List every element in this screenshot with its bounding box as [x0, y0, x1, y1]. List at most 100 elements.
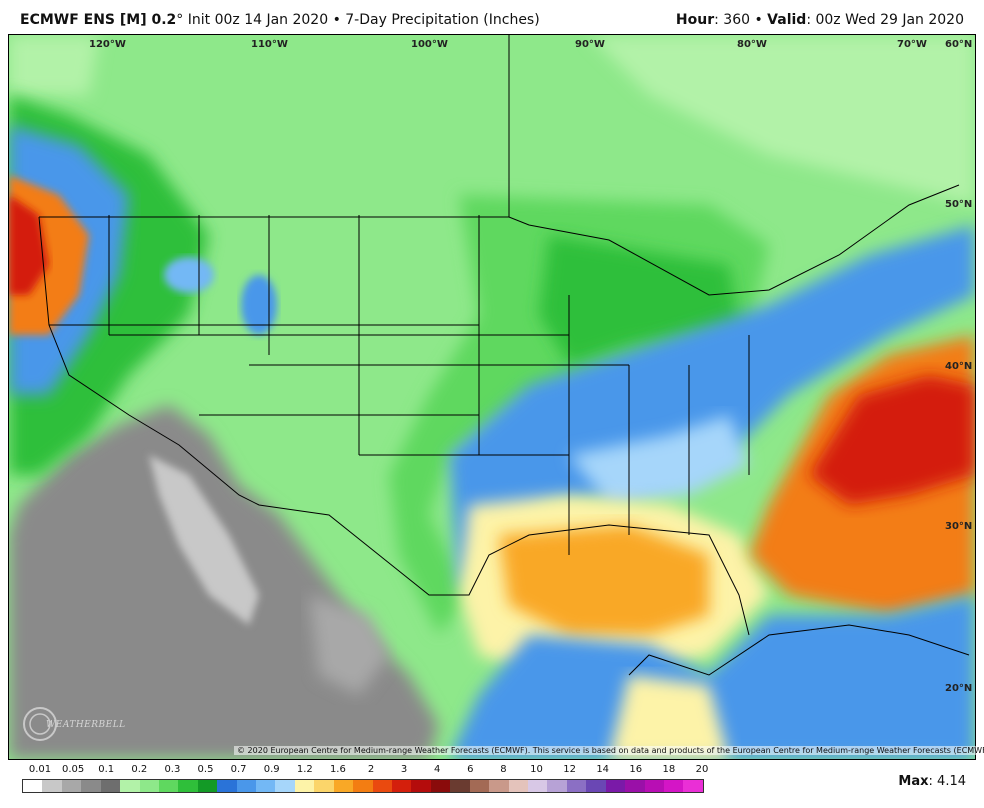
legend-tick-label: 3 [400, 764, 408, 775]
legend-swatch [411, 780, 431, 792]
legend-swatch [586, 780, 606, 792]
legend-tick-label: 1.6 [329, 764, 346, 775]
legend-tick-label: 0.7 [230, 764, 247, 775]
red-atlantic-max [809, 375, 975, 505]
max-label: Max [898, 774, 929, 789]
lon-label-80w: 80°W [737, 39, 767, 50]
legend-swatch [430, 780, 451, 792]
legend-swatch [353, 780, 373, 792]
legend-tick-label: 18 [662, 764, 676, 775]
legend-tick-label: 0.05 [61, 764, 85, 775]
legend-swatch [605, 780, 626, 792]
legend-tick-label: 2 [367, 764, 375, 775]
max-number: : 4.14 [928, 774, 966, 789]
legend-swatch [333, 780, 354, 792]
legend-tick-label: 10 [530, 764, 543, 775]
legend-tick-label: 0.5 [197, 764, 214, 775]
political-borders [38, 35, 970, 676]
legend-ticks: 0.01 0.05 0.1 0.2 0.3 0.5 0.7 0.9 1.2 1.6 2 3 4 6 8 10 1… [22, 764, 709, 778]
degree-symbol: ° [176, 12, 184, 28]
legend-tick-label: 20 [695, 764, 709, 775]
legend-tick-label: 0.1 [98, 764, 115, 775]
model-name: ECMWF ENS [M] 0.2 [20, 12, 177, 28]
light-precip-north [9, 35, 975, 205]
legend-swatch [42, 780, 62, 792]
legend-colorbar [22, 779, 704, 793]
legend-tick-label: 6 [467, 764, 474, 775]
legend-tick-label: 4 [434, 764, 441, 775]
lat-label-50n: 50°N [945, 199, 973, 210]
blue-idaho [164, 257, 214, 293]
lat-label-30n: 30°N [945, 521, 973, 532]
logo-text: WEATHERBELL [46, 720, 126, 730]
blue-rockies [241, 275, 277, 335]
legend-tick-label: 0.9 [263, 764, 280, 775]
legend-tick-label: 0.3 [164, 764, 181, 775]
map-header: ECMWF ENS [M] 0.2° Init 00z 14 Jan 2020 … [0, 0, 984, 34]
legend-swatch [527, 780, 548, 792]
yellow-caribbean [609, 675, 729, 759]
legend-swatch [508, 780, 528, 792]
legend-swatch [217, 780, 237, 792]
legend-swatch [256, 780, 276, 792]
legend-swatch [489, 780, 509, 792]
legend-swatch [372, 780, 393, 792]
legend-swatch [197, 780, 218, 792]
lat-label-20n: 20°N [945, 683, 973, 694]
legend-swatch [294, 780, 315, 792]
hour-value: : 360 • [714, 12, 768, 28]
legend-swatch [23, 780, 43, 792]
legend-swatch [469, 780, 490, 792]
legend-swatch [566, 780, 587, 792]
valid-label: Valid [767, 12, 807, 28]
legend-tick-label: 12 [563, 764, 576, 775]
legend-swatch [450, 780, 470, 792]
legend-swatch [61, 780, 82, 792]
blue-band-ohio-valley [449, 225, 975, 595]
legend-tick-label: 0.01 [28, 764, 52, 775]
legend-swatch [178, 780, 198, 792]
init-description: Init 00z 14 Jan 2020 • 7-Day Precipitati… [183, 12, 540, 28]
lon-label-110w: 110°W [251, 39, 288, 50]
map-title: ECMWF ENS [M] 0.2° Init 00z 14 Jan 2020 … [20, 12, 540, 28]
lon-label-120w: 120°W [89, 39, 126, 50]
legend-tick-label: 16 [629, 764, 643, 775]
legend-swatch [314, 780, 334, 792]
map-canvas [9, 35, 975, 759]
legend-swatch [547, 780, 567, 792]
lon-label-100w: 100°W [411, 39, 448, 50]
legend-swatch [392, 780, 412, 792]
legend-swatch [100, 780, 121, 792]
driest-region-baja [149, 455, 259, 625]
copyright-notice: © 2020 European Centre for Medium-range … [234, 746, 984, 755]
lon-label-90w: 90°W [575, 39, 605, 50]
orange-gulf [499, 525, 709, 635]
precipitation-map[interactable]: 120°W 110°W 100°W 90°W 80°W 70°W 60°N 50… [8, 34, 976, 760]
legend-swatch [120, 780, 140, 792]
legend-swatch [625, 780, 645, 792]
legend-swatch [158, 780, 179, 792]
max-value: Max: 4.14 [898, 774, 966, 789]
legend-swatch [81, 780, 101, 792]
legend-tick-label: 8 [500, 764, 507, 775]
legend-swatch [644, 780, 664, 792]
weatherbell-logo: WEATHERBELL [20, 700, 125, 746]
legend-swatch [275, 780, 295, 792]
legend-tick-label: 0.2 [131, 764, 148, 775]
lon-label-70w: 70°W [897, 39, 927, 50]
logo-icon [23, 707, 57, 741]
precip-legend: 0.01 0.05 0.1 0.2 0.3 0.5 0.7 0.9 1.2 1.6 2 3 4 6 8 10 1… [0, 760, 984, 808]
valid-time: Hour: 360 • Valid: 00z Wed 29 Jan 2020 [676, 12, 964, 28]
legend-tick-label: 14 [596, 764, 610, 775]
dry-region-mexico [309, 595, 389, 695]
legend-swatch [139, 780, 159, 792]
blue-caribbean [449, 595, 975, 759]
legend-swatch [236, 780, 257, 792]
legend-swatch [663, 780, 684, 792]
valid-value: : 00z Wed 29 Jan 2020 [806, 12, 964, 28]
lat-label-40n: 40°N [945, 361, 973, 372]
legend-swatch [683, 780, 703, 792]
light-blue-southeast [569, 415, 749, 505]
hour-label: Hour [675, 12, 715, 28]
legend-tick-label: 1.2 [296, 764, 313, 775]
